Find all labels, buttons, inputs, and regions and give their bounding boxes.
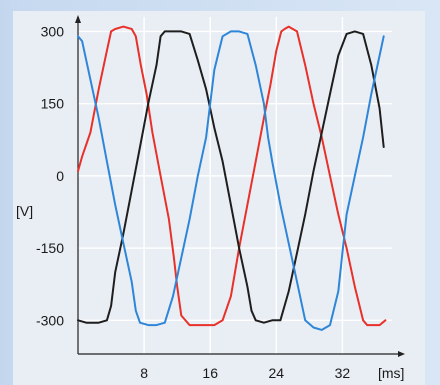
axes — [75, 15, 405, 357]
series-line-1 — [77, 25, 387, 327]
y-axis-arrow — [75, 15, 81, 23]
y-tick-label: -150 — [36, 240, 64, 256]
series-group — [77, 25, 387, 331]
y-axis-unit-label: [V] — [16, 203, 33, 219]
y-tick-label: 0 — [56, 168, 64, 184]
x-tick-label: 32 — [335, 365, 351, 381]
x-axis-arrow — [398, 351, 405, 357]
tick-labels: 300 150 0 -150 -300 8 16 24 32 — [36, 23, 350, 381]
series-line-2 — [77, 30, 385, 324]
y-tick-label: -300 — [36, 312, 64, 328]
x-tick-label: 24 — [269, 365, 285, 381]
x-tick-label: 16 — [202, 365, 218, 381]
y-tick-label: 300 — [41, 23, 65, 39]
x-tick-label: 8 — [140, 365, 148, 381]
plot-area-background — [13, 11, 425, 385]
grid-lines — [78, 17, 392, 354]
y-tick-label: 150 — [41, 96, 65, 112]
series-line-3 — [77, 30, 385, 331]
x-axis-unit-label: [ms] — [378, 365, 404, 381]
